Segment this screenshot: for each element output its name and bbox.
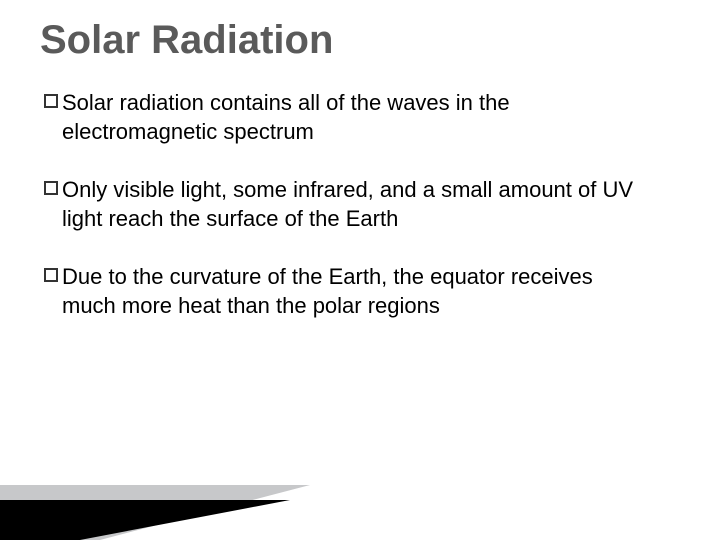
bullet-text: Only visible light, some infrared, and a… <box>62 176 640 233</box>
black-wedge-icon <box>0 500 290 540</box>
bullet-item: Only visible light, some infrared, and a… <box>40 176 680 233</box>
slide: Solar Radiation Solar radiation contains… <box>0 0 720 540</box>
corner-decoration <box>0 450 350 540</box>
gray-wedge-icon <box>0 485 310 540</box>
square-bullet-icon <box>44 268 58 282</box>
slide-title: Solar Radiation <box>40 18 680 63</box>
bullet-text: Solar radiation contains all of the wave… <box>62 89 640 146</box>
square-bullet-icon <box>44 94 58 108</box>
bullet-item: Solar radiation contains all of the wave… <box>40 89 680 146</box>
square-bullet-icon <box>44 181 58 195</box>
bullet-item: Due to the curvature of the Earth, the e… <box>40 263 680 320</box>
bullet-text: Due to the curvature of the Earth, the e… <box>62 263 640 320</box>
